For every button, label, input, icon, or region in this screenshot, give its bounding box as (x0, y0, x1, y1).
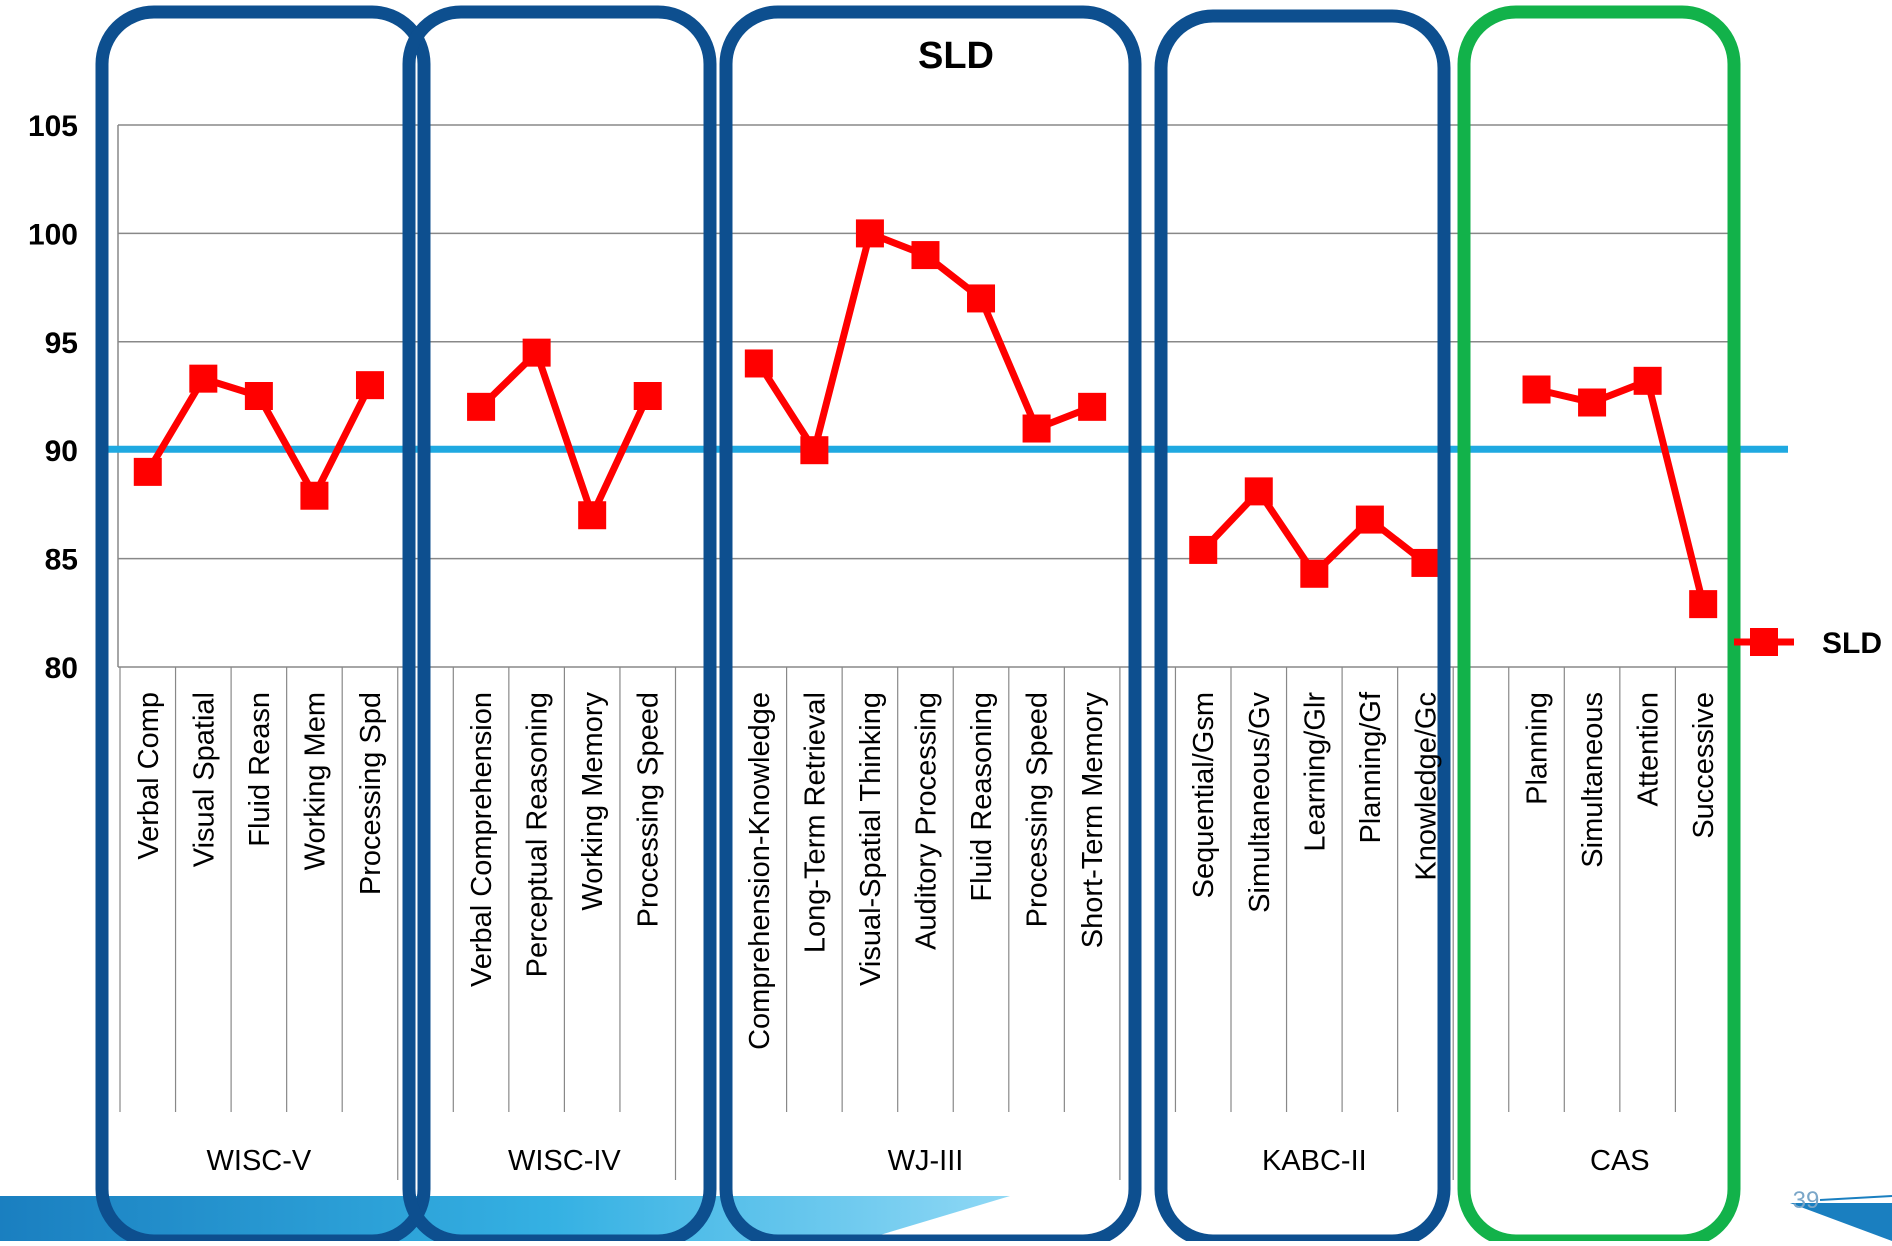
data-point (1078, 392, 1107, 421)
y-tick-label: 105 (28, 110, 78, 143)
data-point (911, 241, 940, 270)
group-box (95, 5, 431, 1246)
data-point (300, 481, 329, 510)
data-point (1522, 375, 1551, 404)
category-label: Short-Term Memory (1077, 692, 1109, 949)
chart-title: SLD (918, 35, 994, 77)
data-point (1411, 548, 1440, 577)
page-number: 39 (1793, 1187, 1820, 1214)
data-point (1244, 477, 1273, 506)
category-label: Comprehension-Knowledge (744, 692, 776, 1050)
category-label: Visual Spatial (188, 692, 220, 867)
data-point (967, 284, 996, 313)
data-point (189, 364, 218, 393)
data-point (1355, 505, 1384, 534)
group-label: KABC-II (1262, 1145, 1367, 1177)
category-label: Knowledge/Gc (1410, 692, 1442, 881)
data-point (1578, 388, 1607, 417)
data-point (1689, 590, 1718, 619)
category-label: Verbal Comprehension (466, 692, 498, 987)
category-label: Planning (1522, 692, 1554, 805)
category-label: Working Memory (577, 692, 609, 911)
legend-label: SLD (1822, 627, 1882, 660)
category-label: Successive (1688, 692, 1720, 839)
category-label: Visual-Spatial Thinking (855, 692, 887, 986)
category-label: Long-Term Retrieval (799, 692, 831, 953)
data-point (355, 371, 384, 400)
category-label: Learning/Glr (1299, 692, 1331, 852)
y-tick-label: 80 (45, 652, 78, 685)
group-label: CAS (1590, 1145, 1650, 1177)
category-label: Fluid Reasoning (966, 692, 998, 902)
data-point (467, 392, 496, 421)
group-box (402, 5, 717, 1246)
category-label: Auditory Processing (910, 692, 942, 950)
y-tick-label: 85 (45, 544, 78, 577)
data-point (1022, 414, 1051, 443)
data-point (1300, 559, 1329, 588)
category-label: Fluid Reasn (244, 692, 276, 847)
category-label: Processing Speed (1022, 692, 1054, 927)
group-box (1154, 9, 1451, 1246)
data-point (744, 349, 773, 378)
category-label: Simultaneous/Gv (1244, 692, 1276, 913)
group-label: WISC-IV (508, 1145, 621, 1177)
bottom-band-right (1790, 1203, 1892, 1241)
data-point (522, 338, 551, 367)
group-box (719, 5, 1142, 1246)
data-point (578, 501, 607, 530)
data-point (855, 219, 884, 248)
group-box (1457, 5, 1741, 1246)
bottom-band-line (1819, 1195, 1892, 1201)
y-tick-label: 95 (45, 327, 78, 360)
data-point (633, 382, 662, 410)
group-label: WJ-III (888, 1145, 964, 1177)
series-line (1535, 377, 1707, 605)
data-point (1189, 535, 1218, 564)
data-point (800, 436, 829, 465)
y-tick-label: 100 (28, 218, 78, 251)
category-label: Perceptual Reasoning (522, 692, 554, 977)
category-label: Planning/Gf (1355, 691, 1387, 843)
category-label: Verbal Comp (133, 692, 165, 860)
category-label: Processing Speed (633, 692, 665, 927)
group-label: WISC-V (207, 1145, 312, 1177)
data-point (244, 382, 273, 410)
category-label: Attention (1633, 692, 1665, 806)
category-label: Sequential/Gsm (1188, 692, 1220, 898)
category-label: Processing Spd (355, 692, 387, 895)
data-point (1633, 366, 1662, 395)
category-label: Simultaneous (1577, 692, 1609, 868)
legend-marker (1750, 628, 1778, 656)
data-point (133, 457, 162, 486)
category-label: Working Mem (299, 692, 331, 870)
series-line (478, 349, 651, 519)
y-tick-label: 90 (45, 435, 78, 468)
bottom-band-left (0, 1196, 1010, 1241)
